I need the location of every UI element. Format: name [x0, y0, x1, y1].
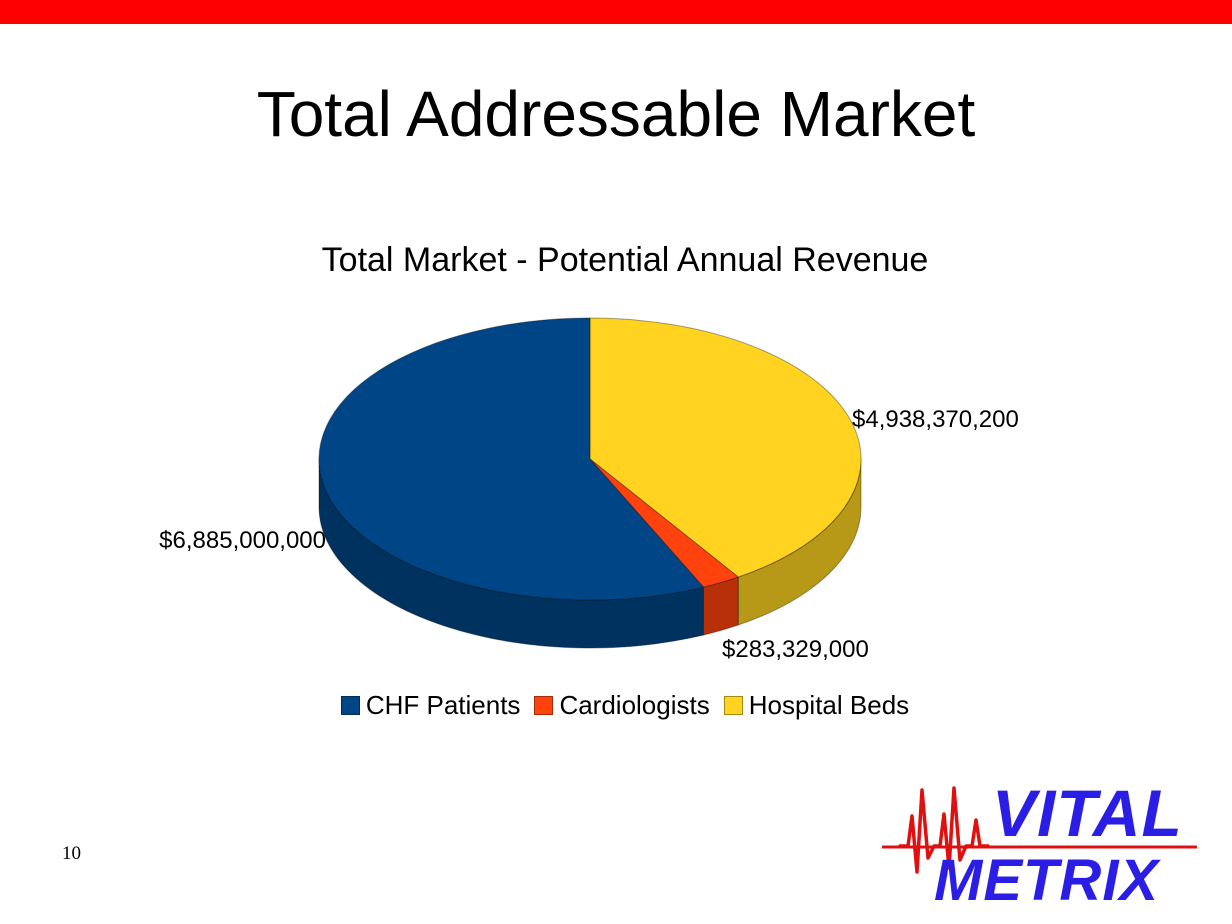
legend-item-chf-patients: CHF Patients	[340, 690, 521, 721]
page-number: 10	[62, 843, 81, 864]
legend-item-hospital-beds: Hospital Beds	[723, 690, 910, 721]
logo-word-metrix: METRIX	[934, 848, 1160, 913]
pie-slice-chf-patients	[318, 317, 705, 601]
chart-legend: CHF Patients Cardiologists Hospital Beds	[0, 690, 1232, 721]
vital-metrix-logo: VITAL METRIX	[872, 776, 1212, 916]
legend-label-cardiologists: Cardiologists	[559, 690, 710, 720]
top-accent-bar	[0, 0, 1232, 24]
legend-label-chf-patients: CHF Patients	[365, 690, 521, 720]
legend-swatch-chf-patients	[340, 696, 360, 715]
logo-word-vital: VITAL	[992, 776, 1183, 850]
data-label-chf-patients: $6,885,000,000	[159, 527, 326, 554]
legend-item-cardiologists: Cardiologists	[534, 690, 710, 721]
data-label-hospital-beds: $4,938,370,200	[852, 406, 1019, 433]
legend-swatch-hospital-beds	[723, 696, 743, 715]
data-label-cardiologists: $283,329,000	[722, 636, 869, 663]
pie-slice-cardiologists	[589, 458, 740, 588]
legend-label-hospital-beds: Hospital Beds	[748, 690, 910, 720]
heartbeat-pulse-icon	[882, 786, 1197, 874]
slide-title: Total Addressable Market	[256, 78, 976, 150]
chart-title: Total Market - Potential Annual Revenue	[321, 241, 929, 279]
legend-swatch-cardiologists	[534, 696, 554, 715]
pie-slice-hospital-beds	[589, 317, 862, 578]
